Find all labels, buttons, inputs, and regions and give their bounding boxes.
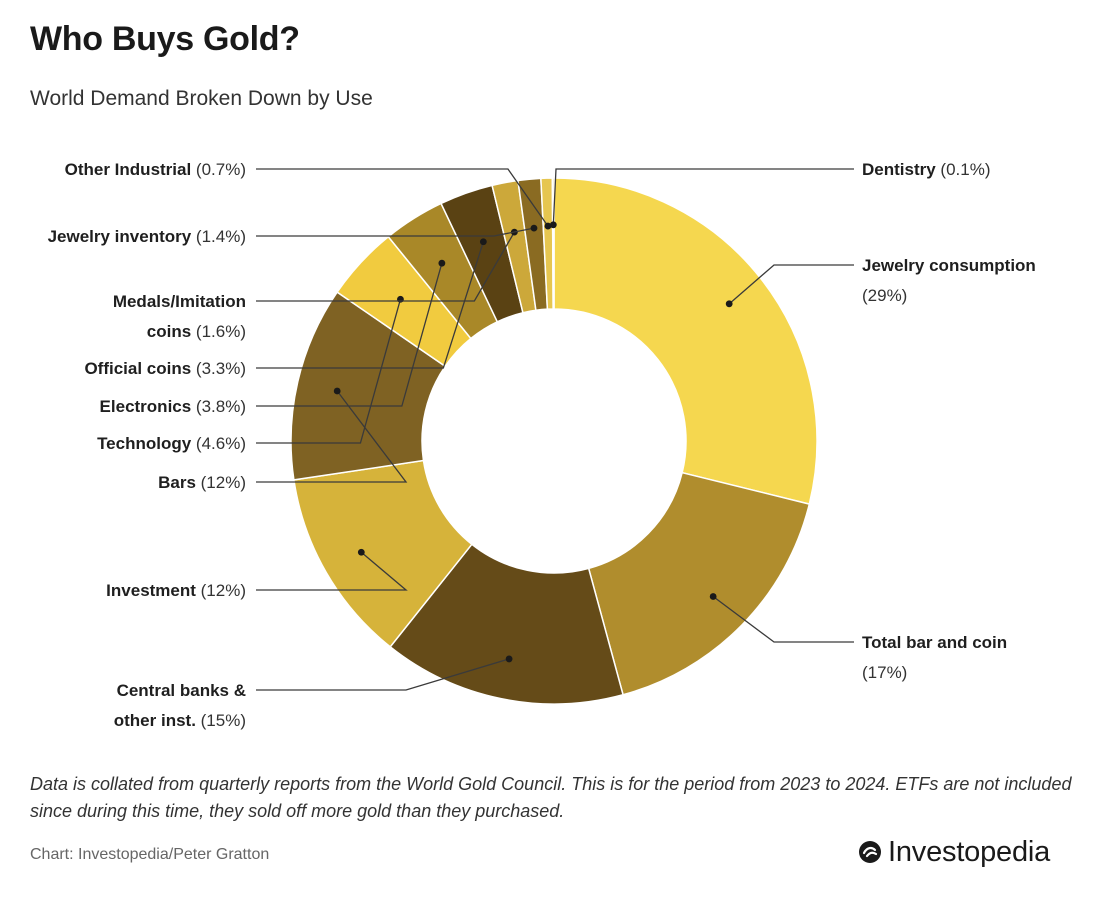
slice-labels: Jewelry consumption (29%) Total bar and co… [48, 160, 1036, 730]
chart-title: Who Buys Gold? [30, 20, 300, 58]
chart-subtitle: World Demand Broken Down by Use [30, 87, 373, 110]
pct-official-coins: (3.3%) [191, 359, 246, 378]
label-total-bar-and-coin: Total bar and coin [862, 633, 1007, 652]
pct-dentistry: (0.1%) [936, 160, 991, 179]
leader-lines [256, 168, 854, 691]
pct-jewelry-inventory: (1.4%) [191, 227, 246, 246]
leader-line-other-industrial [256, 168, 549, 227]
label-technology: Technology (4.6%) [97, 434, 246, 453]
leader-line-total-bar-and-coin [712, 595, 854, 643]
leader-line-dentistry [552, 168, 854, 225]
pct-other-industrial: (0.7%) [191, 160, 246, 179]
pct-bars: (12%) [196, 473, 246, 492]
slice-total-bar-and-coin [587, 471, 811, 696]
label-other-industrial: Other Industrial (0.7%) [65, 160, 246, 179]
chart-credit: Chart: Investopedia/Peter Gratton [30, 846, 270, 863]
label-medals-imitation-coins: Medals/Imitation [113, 292, 246, 311]
leader-line-jewelry-consumption [728, 264, 854, 305]
label-investment: Investment (12%) [106, 581, 246, 600]
label-electronics: Electronics (3.8%) [100, 397, 246, 416]
pct-total-bar-and-coin: (17%) [862, 663, 907, 682]
leader-line-investment [256, 551, 408, 591]
slice-dentistry [551, 177, 555, 310]
label-jewelry-inventory: Jewelry inventory (1.4%) [48, 227, 246, 246]
label-central-banks-other-inst-line2: other inst. (15%) [114, 711, 246, 730]
label-medals-imitation-coins-line2: coins (1.6%) [147, 322, 246, 341]
leader-dot-total-bar-and-coin [709, 593, 717, 600]
leader-dot-bars [333, 387, 341, 395]
leader-dot-investment [357, 548, 365, 556]
pct-medals-imitation-coins: (1.6%) [191, 322, 246, 341]
pct-technology: (4.6%) [191, 434, 246, 453]
donut-slices [290, 177, 818, 705]
slice-jewelry-consumption [553, 177, 818, 506]
leader-line-bars [256, 390, 408, 483]
footnote: Data is collated from quarterly reports … [30, 774, 1072, 821]
leader-dot-jewelry-inventory [530, 224, 538, 232]
leader-dot-jewelry-consumption [725, 300, 733, 308]
label-bars: Bars (12%) [158, 473, 246, 492]
pct-central-banks-other-inst: (15%) [196, 711, 246, 730]
leader-line-jewelry-inventory [256, 227, 535, 237]
donut-chart: Jewelry consumption (29%) Total bar and co… [48, 160, 1036, 730]
leader-line-medals-imitation-coins [256, 231, 515, 302]
leader-dot-other-industrial [544, 222, 552, 230]
leader-line-official-coins [256, 241, 484, 369]
label-official-coins: Official coins (3.3%) [84, 359, 246, 378]
leader-dot-dentistry [549, 221, 557, 229]
leader-line-technology [256, 299, 402, 444]
pct-electronics: (3.8%) [191, 397, 246, 416]
leader-dot-official-coins [479, 238, 487, 246]
investopedia-logo-icon [859, 841, 881, 863]
label-dentistry: Dentistry (0.1%) [862, 160, 990, 179]
brand-logo[interactable]: Investopedia [858, 832, 1050, 872]
pct-jewelry-consumption: (29%) [862, 286, 907, 305]
leader-line-central-banks-other-inst [256, 658, 510, 691]
label-central-banks-other-inst: Central banks & [117, 681, 246, 700]
brand-name: Investopedia [888, 835, 1051, 868]
leader-dot-electronics [438, 259, 446, 267]
label-jewelry-consumption: Jewelry consumption [862, 256, 1036, 275]
slice-central-banks-other-inst [389, 543, 624, 705]
pct-investment: (12%) [196, 581, 246, 600]
leader-dot-central-banks-other-inst [505, 655, 513, 663]
leader-line-electronics [256, 263, 443, 407]
